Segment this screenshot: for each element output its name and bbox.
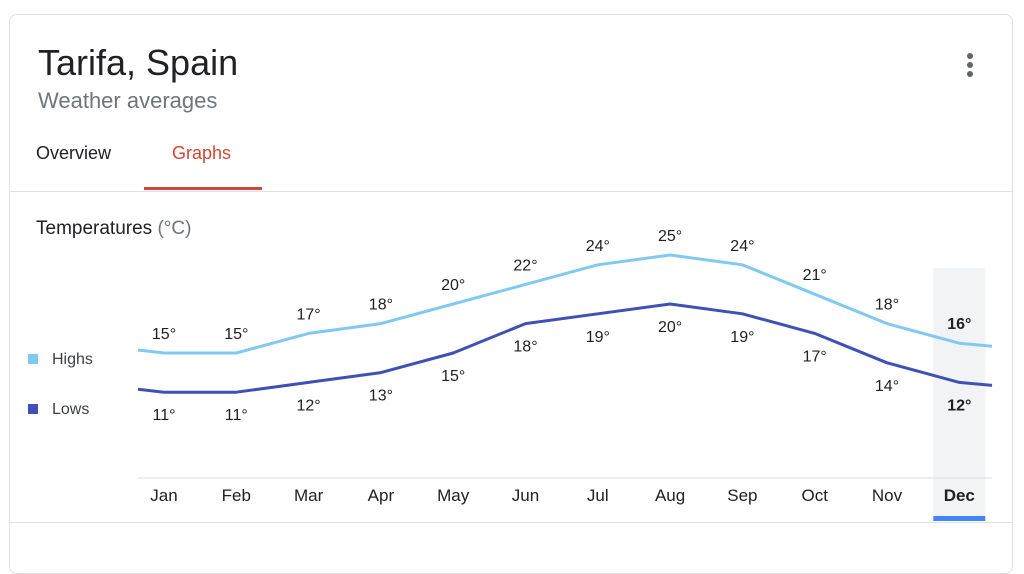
data-label-lows-apr: 13° — [369, 388, 393, 405]
bottom-divider — [10, 522, 1012, 523]
data-label-lows-oct: 17° — [803, 348, 827, 365]
data-label-highs-jul: 24° — [586, 238, 610, 255]
data-label-lows-nov: 14° — [875, 378, 899, 395]
data-label-highs-mar: 17° — [296, 306, 320, 323]
data-label-highs-jun: 22° — [513, 257, 537, 274]
x-tick-label-nov: Nov — [872, 486, 903, 505]
active-tab-indicator — [144, 187, 262, 190]
x-tick-label-mar: Mar — [294, 486, 324, 505]
x-tick-label-jul: Jul — [587, 486, 609, 505]
data-label-highs-aug: 25° — [658, 228, 682, 245]
data-label-highs-apr: 18° — [369, 297, 393, 314]
x-tick-label-jun: Jun — [512, 486, 539, 505]
legend-highs-swatch — [28, 353, 38, 364]
series-line-lows — [137, 302, 993, 394]
selected-month-indicator — [933, 516, 986, 521]
x-tick-label-dec: Dec — [944, 486, 975, 505]
data-label-lows-mar: 12° — [296, 397, 320, 414]
data-label-highs-jan: 15° — [152, 326, 176, 343]
x-tick-label-apr: Apr — [368, 486, 395, 505]
legend-lows-label: Lows — [52, 401, 90, 418]
data-label-highs-nov: 18° — [875, 297, 899, 314]
data-label-lows-jun: 18° — [513, 339, 537, 356]
x-tick-label-sep: Sep — [727, 486, 757, 505]
more-vert-icon[interactable] — [958, 49, 982, 81]
tab-graphs[interactable]: Graphs — [172, 143, 232, 163]
data-label-highs-dec: 16° — [947, 316, 971, 333]
legend-highs[interactable]: Highs — [28, 351, 93, 369]
tab-overview[interactable]: Overview — [36, 143, 112, 163]
series-line-highs — [137, 253, 993, 355]
section-title-label: Temperatures — [36, 218, 153, 239]
data-label-highs-sep: 24° — [730, 238, 754, 255]
x-tick-label-jan: Jan — [150, 486, 177, 505]
x-tick-label-aug: Aug — [655, 486, 685, 505]
data-label-lows-may: 15° — [441, 368, 465, 385]
data-label-highs-oct: 21° — [803, 267, 827, 284]
data-label-lows-feb: 11° — [225, 407, 248, 424]
section-title: Temperatures (°C) — [36, 217, 191, 241]
legend-lows-swatch — [28, 403, 38, 414]
data-label-lows-dec: 12° — [947, 397, 971, 414]
data-label-highs-may: 20° — [441, 277, 465, 294]
temperature-chart: 15° 15° 17° 18° 20° 22° 24° 25° 24° 21° 18° 16° 11° 1… — [137, 228, 993, 521]
data-label-lows-jan: 11° — [152, 407, 175, 424]
legend-highs-label: Highs — [52, 351, 93, 368]
x-tick-label-may: May — [437, 486, 470, 505]
data-label-lows-jul: 19° — [586, 329, 610, 346]
data-label-lows-sep: 19° — [730, 329, 754, 346]
tabs-divider — [10, 191, 1012, 192]
x-tick-label-oct: Oct — [801, 486, 828, 505]
location-title: Tarifa, Spain — [38, 42, 239, 83]
x-tick-label-feb: Feb — [222, 486, 251, 505]
legend-lows[interactable]: Lows — [28, 401, 89, 419]
data-label-lows-aug: 20° — [658, 319, 682, 336]
data-label-highs-feb: 15° — [224, 326, 248, 343]
selected-column-highlight — [933, 268, 986, 516]
subtitle: Weather averages — [38, 88, 218, 113]
section-title-unit: (°C) — [157, 218, 192, 239]
weather-card: Tarifa, Spain Weather averages Overview … — [9, 14, 1013, 574]
